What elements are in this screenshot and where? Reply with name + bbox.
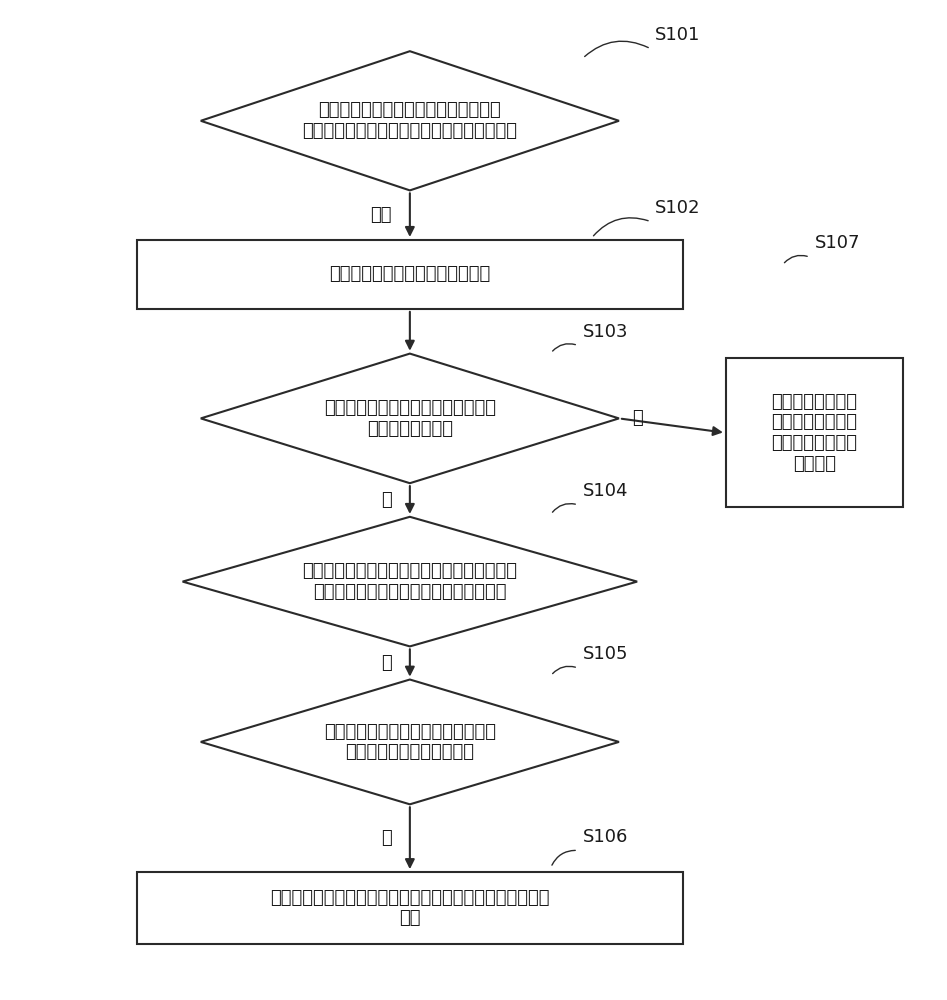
Text: 是: 是	[381, 829, 392, 847]
Text: 判断所述第一可并入路段是否位于转弯车道，
以及判断所述交通灯处是否允许车辆转弯: 判断所述第一可并入路段是否位于转弯车道， 以及判断所述交通灯处是否允许车辆转弯	[302, 562, 517, 601]
Text: 否: 否	[633, 409, 643, 427]
Text: 判断所述第二可并入路段的长度是否
大于或者等于第一预设阈值: 判断所述第二可并入路段的长度是否 大于或者等于第一预设阈值	[324, 723, 496, 761]
Text: S101: S101	[655, 26, 701, 44]
Text: 是: 是	[381, 654, 392, 672]
Text: 是: 是	[381, 491, 392, 509]
Text: S105: S105	[582, 645, 628, 663]
Bar	[137, 872, 683, 944]
Text: S106: S106	[582, 828, 628, 846]
Text: 获取所述变道需求对应的目标车道: 获取所述变道需求对应的目标车道	[330, 265, 491, 283]
Text: 控制所述无人驾驶车辆于所述第二可并入路段并入所述目标
车道: 控制所述无人驾驶车辆于所述第二可并入路段并入所述目标 车道	[270, 889, 549, 927]
Bar	[725, 358, 903, 507]
Text: S104: S104	[582, 482, 628, 500]
Text: 控制所述无人驾驶
车辆于所述第一可
并入路段并入所述
目标车道: 控制所述无人驾驶 车辆于所述第一可 并入路段并入所述 目标车道	[772, 393, 857, 473]
Text: S103: S103	[582, 323, 628, 341]
Text: S107: S107	[814, 234, 860, 252]
Text: S102: S102	[655, 199, 701, 217]
Text: 存在: 存在	[370, 206, 392, 224]
Text: 根据所述无人驾驶车辆的预设的行驶路
线，判断所述无人驾驶车辆是否存在变道需求: 根据所述无人驾驶车辆的预设的行驶路 线，判断所述无人驾驶车辆是否存在变道需求	[302, 101, 517, 140]
Text: 判断所述第一可并入路段的长度是否
小于第一预设阈值: 判断所述第一可并入路段的长度是否 小于第一预设阈值	[324, 399, 496, 438]
Bar	[137, 240, 683, 309]
